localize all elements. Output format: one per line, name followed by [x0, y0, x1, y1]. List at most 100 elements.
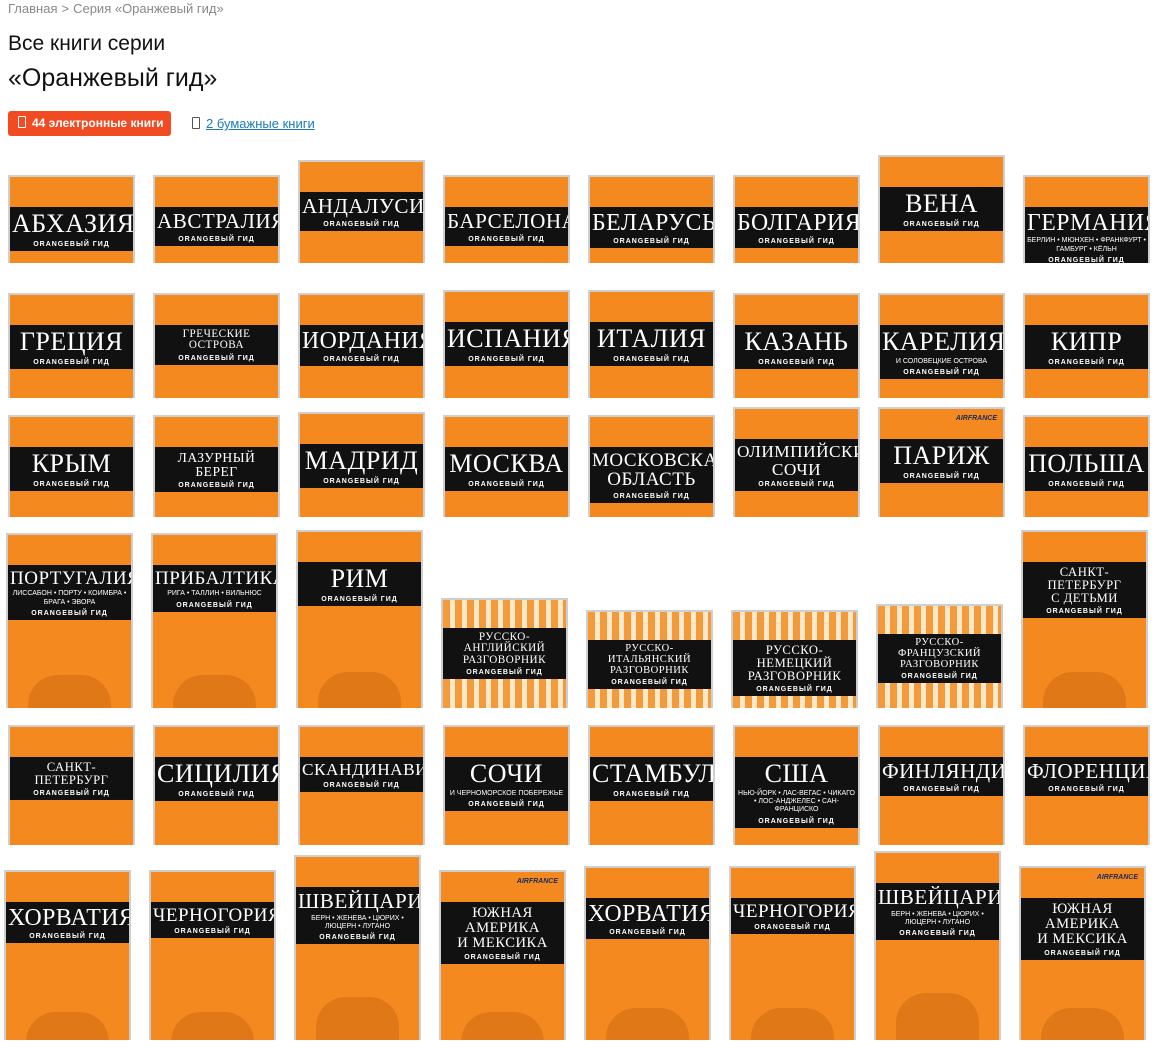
book-title: БОЛГАРИЯ: [737, 210, 860, 236]
book-cover[interactable]: ГРЕЧЕСКИЕ ОСТРОВА ORANGEВЫЙ ГИД: [153, 293, 280, 398]
ebooks-tab[interactable]: 44 электронные книги: [8, 111, 172, 136]
book-cover[interactable]: АНДАЛУСИЯ ORANGEВЫЙ ГИД: [298, 160, 425, 263]
book-cover[interactable]: КАРЕЛИЯ И СОЛОВЕЦКИЕ ОСТРОВА ORANGEВЫЙ ГИД: [878, 293, 1005, 398]
book-title: С ДЕТЬМИ: [1051, 590, 1118, 605]
book-title: КАРЕЛИЯ: [882, 327, 1005, 356]
book-cover[interactable]: ПОЛЬША ORANGEВЫЙ ГИД: [1023, 415, 1150, 517]
book-cover[interactable]: КРЫМ ORANGEВЫЙ ГИД: [8, 415, 135, 517]
book-cover[interactable]: AIRFRANCE ЮЖНАЯ АМЕРИКА И МЕКСИКА ORANGEВЫЙ…: [439, 870, 566, 1040]
breadcrumb-link[interactable]: Главная: [8, 1, 58, 16]
book-cover[interactable]: АВСТРАЛИЯ ORANGEВЫЙ ГИД: [153, 175, 280, 263]
series-brand: ORANGEВЫЙ ГИД: [319, 934, 396, 942]
book-cover[interactable]: БАРСЕЛОНА ORANGEВЫЙ ГИД: [443, 175, 570, 263]
book-cover[interactable]: РУССКО-ФРАНЦУЗСКИЙ РАЗГОВОРНИК ORANGEВЫЙ Г…: [876, 604, 1003, 708]
book-cover[interactable]: КАЗАНЬ ORANGEВЫЙ ГИД: [733, 293, 860, 398]
book-cover[interactable]: МАДРИД ORANGEВЫЙ ГИД: [298, 412, 425, 517]
book-subtitle: БЕРН • ЖЕНЕВА • ЦЮРИХ • ЛЮЦЕРН • ЛУГАНО: [311, 914, 404, 930]
title-band: КАРЕЛИЯ И СОЛОВЕЦКИЕ ОСТРОВА ORANGEВЫЙ ГИД: [880, 325, 1003, 379]
book-cover[interactable]: ЧЕРНОГОРИЯ ORANGEВЫЙ ГИД: [149, 870, 276, 1040]
book-subtitle: РИГА • ТАЛЛИН • ВИЛЬНЮС: [167, 590, 262, 598]
book-cover[interactable]: БОЛГАРИЯ ORANGEВЫЙ ГИД: [733, 175, 860, 263]
book-cover[interactable]: СОЧИ И ЧЕРНОМОРСКОЕ ПОБЕРЕЖЬЕ ORANGEВЫЙ ГИ…: [443, 725, 570, 845]
title-band: ГЕРМАНИЯ БЕРЛИН • МЮНХЕН • ФРАНКФУРТ • ГА…: [1025, 207, 1148, 263]
book-title: РАЗГОВОРНИК: [747, 668, 842, 683]
book-title: ВЕНА: [905, 189, 978, 218]
book-cover[interactable]: РИМ ORANGEВЫЙ ГИД: [296, 530, 423, 708]
book-title: РИМ: [330, 564, 389, 593]
title-band: РУССКО-НЕМЕЦКИЙ РАЗГОВОРНИК ORANGEВЫЙ ГИД: [733, 640, 856, 696]
book-cover[interactable]: ИОРДАНИЯ ORANGEВЫЙ ГИД: [298, 293, 425, 398]
book-title: ИТАЛИЯ: [597, 324, 706, 353]
book-cover[interactable]: ЛАЗУРНЫЙ БЕРЕГ ORANGEВЫЙ ГИД: [153, 415, 280, 517]
title-band: ПОРТУГАЛИЯ ЛИССАБОН • ПОРТУ • КОИМБРА • Б…: [8, 565, 131, 621]
cover-art: [461, 1012, 544, 1040]
series-brand: ORANGEВЫЙ ГИД: [609, 929, 686, 937]
book-title: КАЗАНЬ: [744, 327, 849, 356]
series-brand: ORANGEВЫЙ ГИД: [178, 235, 255, 243]
book-cover[interactable]: ИТАЛИЯ ORANGEВЫЙ ГИД: [588, 290, 715, 398]
book-cover[interactable]: ВЕНА ORANGEВЫЙ ГИД: [878, 155, 1005, 263]
book-cover[interactable]: БЕЛАРУСЬ ORANGEВЫЙ ГИД: [588, 175, 715, 263]
series-brand: ORANGEВЫЙ ГИД: [1044, 949, 1121, 957]
book-cover[interactable]: МОСКОВСКАЯОБЛАСТЬORANGEВЫЙ ГИД: [588, 415, 715, 517]
book-cover[interactable]: ИСПАНИЯ ORANGEВЫЙ ГИД: [443, 290, 570, 398]
title-band: МОСКВА ORANGEВЫЙ ГИД: [445, 447, 568, 491]
book-cover[interactable]: АБХАЗИЯ ORANGEВЫЙ ГИД: [8, 175, 135, 263]
series-brand: ORANGEВЫЙ ГИД: [903, 368, 980, 376]
book-cover[interactable]: КИПР ORANGEВЫЙ ГИД: [1023, 293, 1150, 398]
book-title: И МЕКСИКА: [1037, 930, 1128, 947]
series-brand: ORANGEВЫЙ ГИД: [613, 492, 690, 500]
series-brand: ORANGEВЫЙ ГИД: [178, 481, 255, 489]
cover-art: [171, 1012, 254, 1040]
book-cover[interactable]: ГЕРМАНИЯ БЕРЛИН • МЮНХЕН • ФРАНКФУРТ • ГА…: [1023, 175, 1150, 263]
book-title: ФЛОРЕНЦИЯ: [1027, 759, 1150, 783]
book-cover[interactable]: США НЬЮ-ЙОРК • ЛАС-ВЕГАС • ЧИКАГО • ЛОС-А…: [733, 725, 860, 845]
book-cover[interactable]: СКАНДИНАВИЯ ORANGEВЫЙ ГИД: [298, 725, 425, 845]
book-cover[interactable]: ЧЕРНОГОРИЯ ORANGEВЫЙ ГИД: [729, 866, 856, 1040]
book-cover[interactable]: ШВЕЙЦАРИЯБЕРН • ЖЕНЕВА • ЦЮРИХ • ЛЮЦЕРН …: [294, 855, 421, 1040]
book-cover[interactable]: РУССКО-ИТАЛЬЯНСКИЙ РАЗГОВОРНИК ORANGEВЫЙ Г…: [586, 610, 713, 708]
title-band: ЧЕРНОГОРИЯ ORANGEВЫЙ ГИД: [731, 898, 854, 935]
book-cover[interactable]: СИЦИЛИЯ ORANGEВЫЙ ГИД: [153, 725, 280, 845]
tab-link[interactable]: 2 бумажные книги: [206, 116, 315, 131]
title-band: СКАНДИНАВИЯ ORANGEВЫЙ ГИД: [300, 757, 423, 792]
series-brand: ORANGEВЫЙ ГИД: [464, 953, 541, 961]
title-band: САНКТ-ПЕТЕРБУРГ ORANGEВЫЙ ГИД: [10, 757, 133, 800]
book-cover[interactable]: ПРИБАЛТИКА РИГА • ТАЛЛИН • ВИЛЬНЮС ORANGEВ…: [151, 533, 278, 708]
book-title: ЧЕРНОГОРИЯ: [153, 905, 276, 926]
book-cover[interactable]: ХОРВАТИЯ ORANGEВЫЙ ГИД: [584, 866, 711, 1040]
book-cover[interactable]: AIRFRANCE ЮЖНАЯ АМЕРИКА И МЕКСИКА ORANGEВЫЙ…: [1019, 866, 1146, 1040]
series-brand: ORANGEВЫЙ ГИД: [174, 928, 251, 936]
book-title: РУССКО-АНГЛИЙСКИЙ: [463, 631, 546, 655]
series-brand: ORANGEВЫЙ ГИД: [33, 358, 110, 366]
book-cover[interactable]: МОСКВА ORANGEВЫЙ ГИД: [443, 415, 570, 517]
book-subtitle: НЬЮ-ЙОРК • ЛАС-ВЕГАС • ЧИКАГО • ЛОС-АНДЖ…: [738, 789, 855, 814]
book-cover[interactable]: САНКТ-ПЕТЕРБУРГ С ДЕТЬМИ ORANGEВЫЙ ГИД: [1021, 530, 1148, 708]
book-title: ХОРВАТИЯ: [8, 905, 131, 931]
book-title: РУССКО-ИТАЛЬЯНСКИЙ: [607, 643, 692, 665]
paper-books-tab[interactable]: 2 бумажные книги: [192, 111, 315, 136]
book-cover[interactable]: ШВЕЙЦАРИЯБЕРН • ЖЕНЕВА • ЦЮРИХ • ЛЮЦЕРН …: [874, 851, 1001, 1040]
title-band: ПОЛЬША ORANGEВЫЙ ГИД: [1025, 447, 1148, 491]
book-cover[interactable]: СТАМБУЛ ORANGEВЫЙ ГИД: [588, 725, 715, 845]
series-brand: ORANGEВЫЙ ГИД: [323, 220, 400, 228]
breadcrumb: Главная > Серия «Оранжевый гид»: [8, 1, 228, 16]
title-band: ФИНЛЯНДИЯ ORANGEВЫЙ ГИД: [880, 757, 1003, 796]
book-row: КРЫМ ORANGEВЫЙ ГИД ЛАЗУРНЫЙ БЕРЕГ ORANGEВЫЙ…: [0, 407, 1164, 517]
book-cover[interactable]: РУССКО-НЕМЕЦКИЙ РАЗГОВОРНИК ORANGEВЫЙ ГИД: [731, 610, 858, 708]
book-cover[interactable]: ФИНЛЯНДИЯ ORANGEВЫЙ ГИД: [878, 725, 1005, 845]
title-band: РУССКО-ИТАЛЬЯНСКИЙ РАЗГОВОРНИК ORANGEВЫЙ Г…: [588, 640, 711, 690]
book-cover[interactable]: ФЛОРЕНЦИЯ ORANGEВЫЙ ГИД: [1023, 725, 1150, 845]
book-title: КИПР: [1050, 327, 1123, 356]
book-cover[interactable]: ГРЕЦИЯ ORANGEВЫЙ ГИД: [8, 293, 135, 398]
book-cover[interactable]: AIRFRANCE ПАРИЖ ORANGEВЫЙ ГИД: [878, 407, 1005, 517]
title-band: МАДРИД ORANGEВЫЙ ГИД: [300, 444, 423, 488]
series-brand: ORANGEВЫЙ ГИД: [613, 238, 690, 246]
book-cover[interactable]: ОЛИМПИЙСКИЙСОЧИ ORANGEВЫЙ ГИД: [733, 407, 860, 517]
book-cover[interactable]: САНКТ-ПЕТЕРБУРГ ORANGEВЫЙ ГИД: [8, 725, 135, 845]
book-cover[interactable]: ХОРВАТИЯ ORANGEВЫЙ ГИД: [4, 870, 131, 1040]
series-brand: ORANGEВЫЙ ГИД: [756, 685, 833, 693]
book-cover[interactable]: ПОРТУГАЛИЯ ЛИССАБОН • ПОРТУ • КОИМБРА • Б…: [6, 533, 133, 708]
book-cover[interactable]: РУССКО-АНГЛИЙСКИЙ РАЗГОВОРНИК ORANGEВЫЙ ГИ…: [441, 598, 568, 708]
book-title: ПАРИЖ: [893, 441, 990, 470]
